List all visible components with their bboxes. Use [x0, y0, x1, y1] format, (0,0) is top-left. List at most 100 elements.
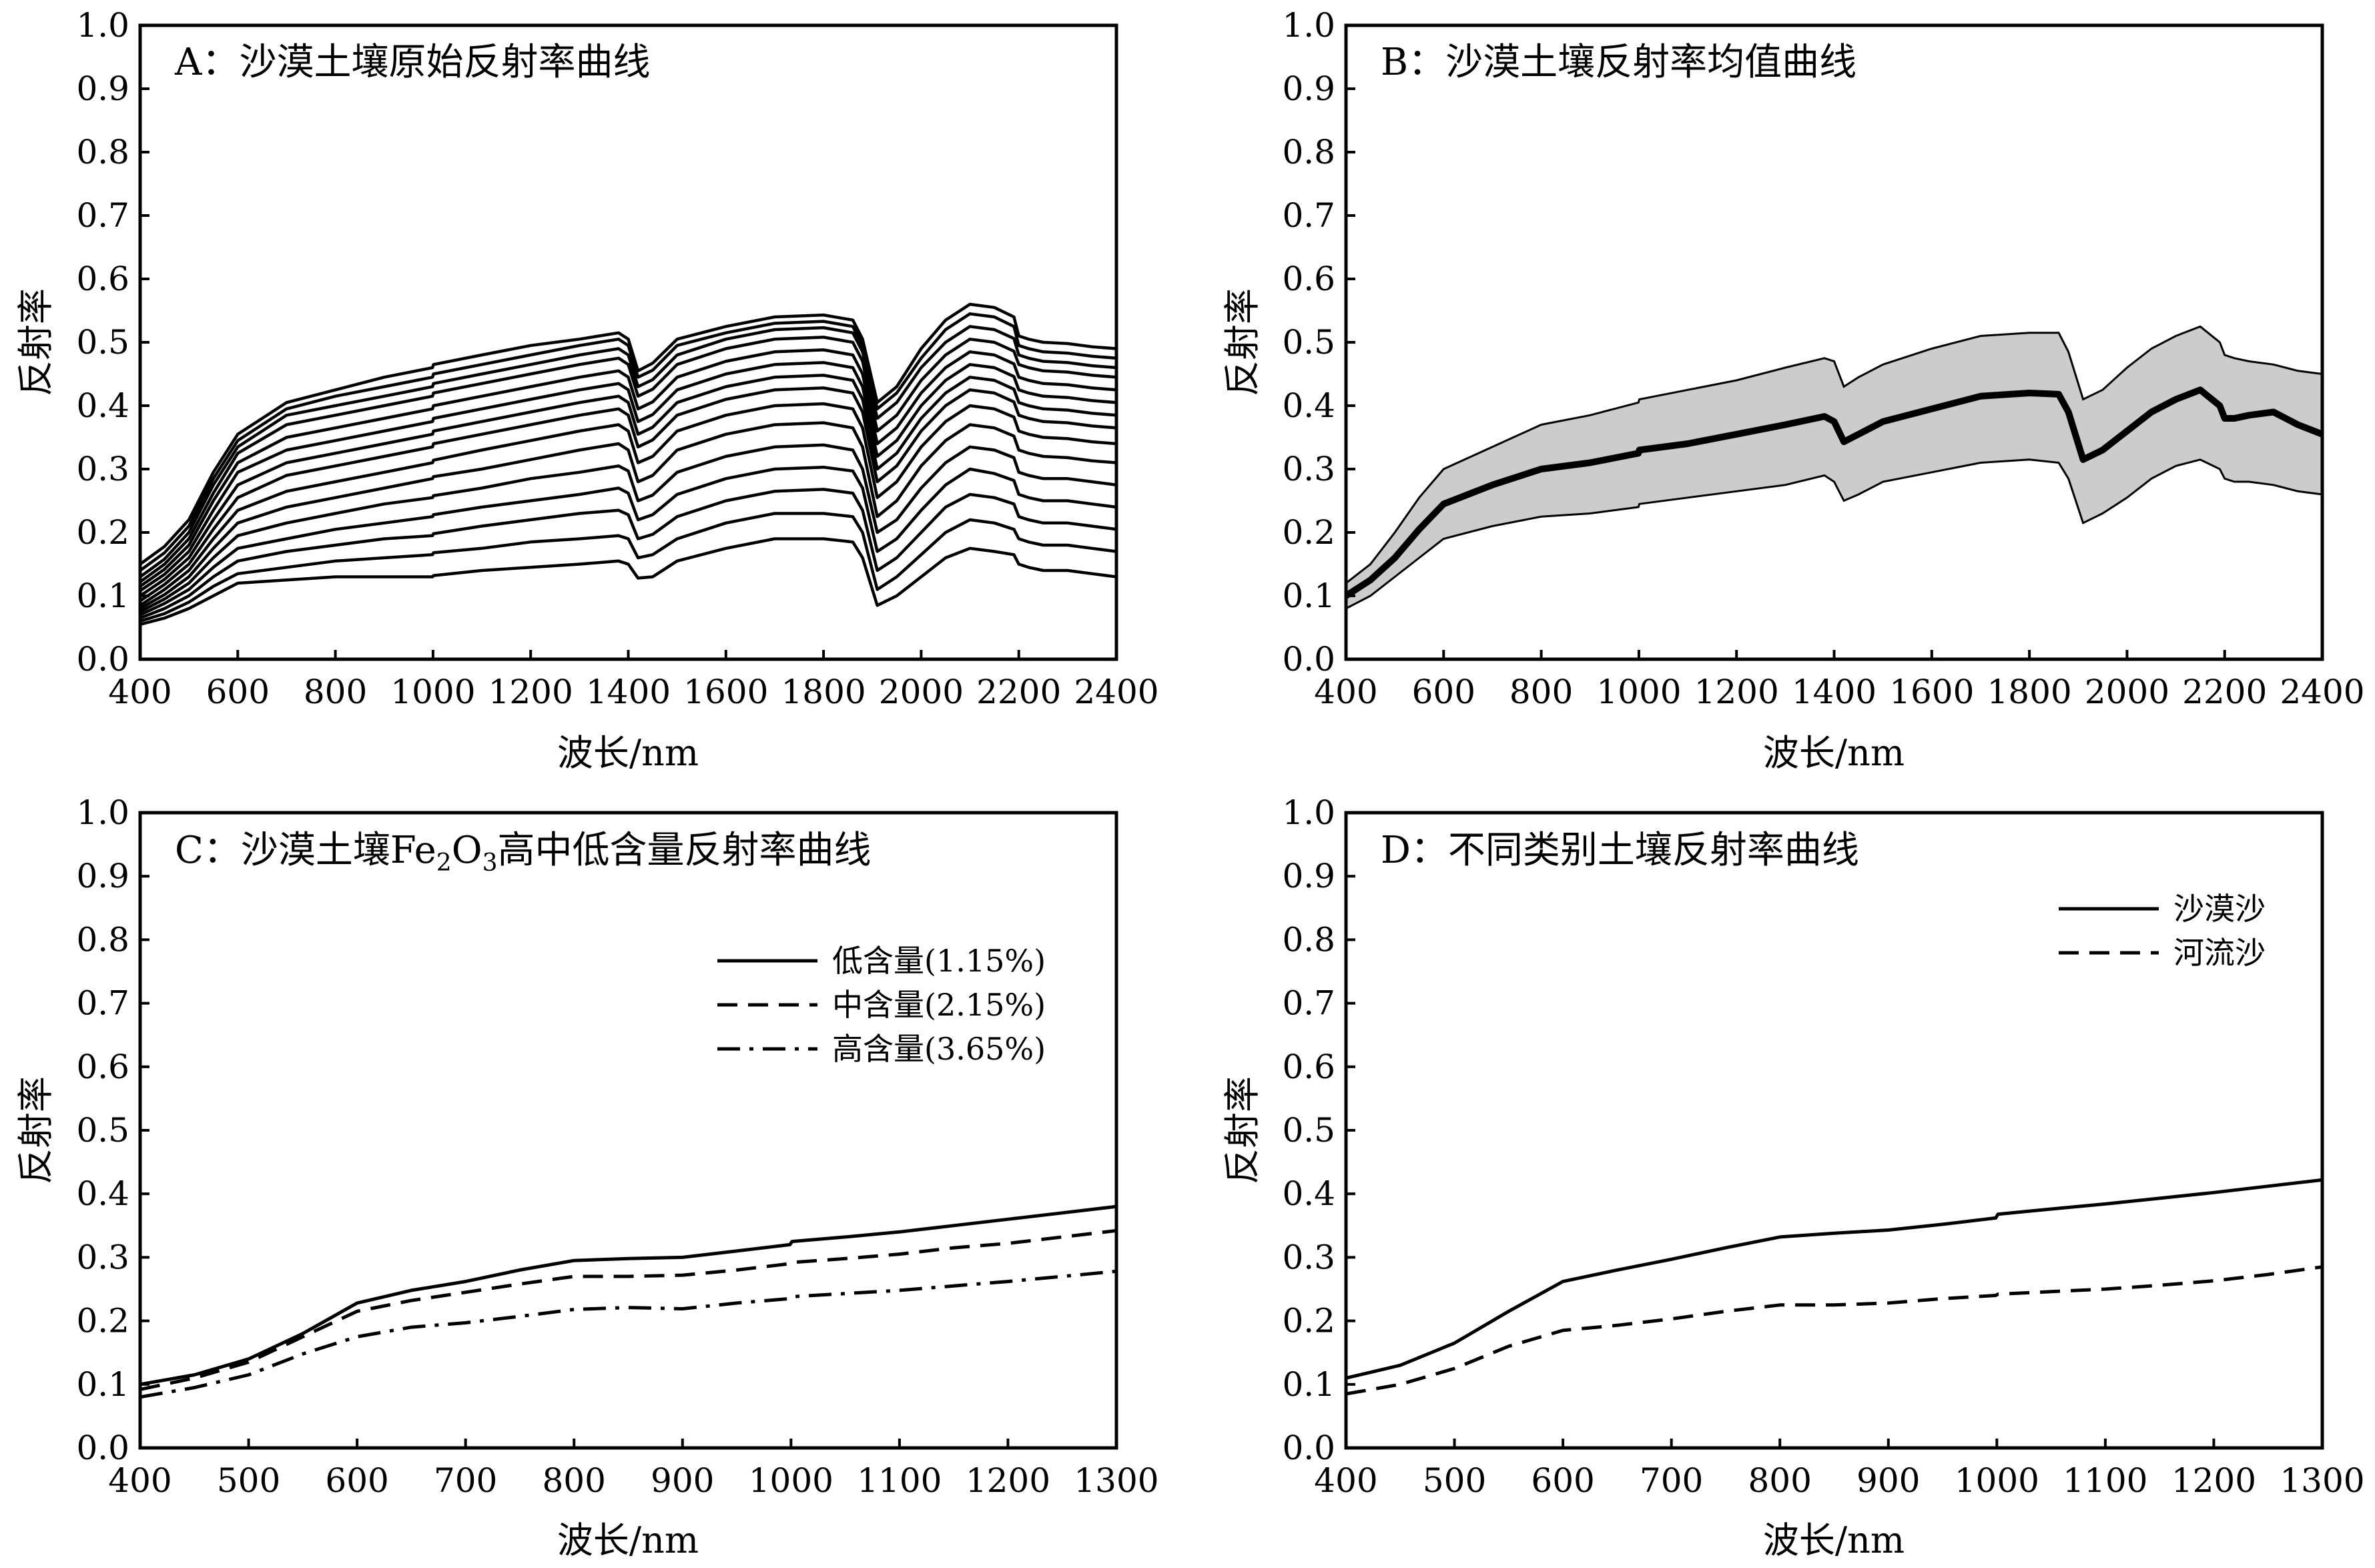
panel-a-title: A：沙漠土壤原始反射率曲线	[174, 41, 650, 84]
x-tick-label: 800	[543, 1461, 606, 1500]
y-tick-label: 0.9	[1282, 69, 1335, 108]
y-tick-label: 0.7	[76, 196, 129, 235]
y-tick-label: 1.0	[1282, 793, 1335, 832]
x-tick-label: 1000	[390, 673, 475, 711]
panel-d-marks	[1346, 1178, 2322, 1396]
legend-label: 中含量(2.15%)	[832, 987, 1046, 1023]
y-tick-label: 0.0	[1282, 1429, 1335, 1467]
panel-b-upper-line	[1346, 325, 2322, 584]
panel-a-ylabel: 反射率	[15, 288, 57, 396]
x-tick-label: 1800	[781, 673, 866, 711]
x-tick-label: 600	[1531, 1461, 1594, 1500]
panel-d-series-line	[1346, 1178, 2322, 1380]
panel-a-series-line	[140, 386, 1116, 603]
y-tick-label: 0.0	[1282, 640, 1335, 679]
panel-a-series-line	[140, 336, 1116, 583]
panel-c: 0.0 0.1 0.2 0.3 0.4 0.5 0.6 0.7 0.8 0.9 1.0 400 500 6…	[15, 793, 1159, 1561]
y-tick-label: 0.6	[76, 1048, 129, 1086]
x-tick-label: 500	[217, 1461, 280, 1500]
x-tick-label: 1000	[749, 1461, 833, 1500]
x-tick-label: 800	[1509, 673, 1573, 711]
y-tick-label: 0.6	[76, 260, 129, 298]
x-tick-label: 600	[325, 1461, 388, 1500]
y-tick-label: 0.3	[76, 450, 129, 488]
x-tick-label: 1600	[1889, 673, 1974, 711]
y-tick-label: 0.8	[76, 920, 129, 959]
x-tick-label: 700	[434, 1461, 497, 1500]
x-tick-label: 1100	[2063, 1461, 2147, 1500]
x-tick-label: 2000	[879, 673, 964, 711]
y-tick-label: 0.7	[76, 984, 129, 1023]
x-tick-label: 400	[1314, 673, 1377, 711]
y-tick-label: 0.5	[1282, 1111, 1335, 1150]
panel-a-series-line	[140, 361, 1116, 593]
panel-a-plot-area	[140, 302, 1116, 626]
panel-b-ticks: 0.0 0.1 0.2 0.3 0.4 0.5 0.6 0.7 0.8 0.9 1.0 400 600 8…	[1282, 6, 2364, 711]
y-tick-label: 1.0	[1282, 6, 1335, 45]
panel-c-title-pre: C：沙漠土壤Fe	[175, 829, 436, 872]
panel-a: 0.0 0.1 0.2 0.3 0.4 0.5 0.6 0.7 0.8 0.9 1.0 400 600 8…	[15, 6, 1159, 774]
panel-d-title: D：不同类别土壤反射率曲线	[1381, 829, 1859, 872]
x-tick-label: 2400	[1074, 673, 1158, 711]
y-tick-label: 0.1	[76, 1365, 129, 1404]
y-tick-label: 1.0	[76, 793, 129, 832]
legend-label: 高含量(3.65%)	[832, 1031, 1046, 1067]
x-tick-label: 1300	[1074, 1461, 1158, 1500]
panel-a-xlabel: 波长/nm	[557, 732, 699, 774]
panel-d-series-line	[1346, 1265, 2322, 1396]
x-tick-label: 1200	[488, 673, 573, 711]
panel-b-range-band	[1346, 326, 2322, 609]
panel-c-marks	[140, 1204, 1116, 1399]
panel-c-ticks: 0.0 0.1 0.2 0.3 0.4 0.5 0.6 0.7 0.8 0.9 1.0 400 500 6…	[76, 793, 1158, 1500]
y-tick-label: 0.2	[76, 1302, 129, 1340]
panel-c-series-line	[140, 1269, 1116, 1399]
x-tick-label: 1000	[1955, 1461, 2039, 1500]
panel-c-title-post: 高中低含量反射率曲线	[498, 829, 872, 872]
panel-a-series-line	[140, 312, 1116, 572]
panel-b-lower-line	[1346, 458, 2322, 610]
x-tick-label: 1300	[2280, 1461, 2364, 1500]
legend-label: 沙漠沙	[2173, 891, 2266, 927]
panel-a-series-line	[140, 374, 1116, 597]
panel-a-series-line	[140, 488, 1116, 620]
panel-c-series-line	[140, 1228, 1116, 1391]
panel-c-plot-area	[140, 1204, 1116, 1399]
y-tick-label: 0.1	[76, 576, 129, 615]
panel-b-ylabel: 反射率	[1221, 288, 1263, 396]
panel-a-series-line	[140, 512, 1116, 623]
panel-b-xlabel: 波长/nm	[1763, 732, 1905, 774]
panel-b-title: B：沙漠土壤反射率均值曲线	[1381, 41, 1856, 84]
y-tick-label: 0.5	[76, 323, 129, 362]
y-tick-label: 0.2	[76, 513, 129, 552]
panel-d-xlabel: 波长/nm	[1763, 1519, 1905, 1561]
x-tick-label: 1800	[1987, 673, 2071, 711]
y-tick-label: 0.0	[76, 640, 129, 679]
y-tick-label: 0.1	[1282, 576, 1335, 615]
panel-b-marks	[1346, 325, 2322, 610]
y-tick-label: 0.4	[1282, 1174, 1335, 1213]
y-tick-label: 0.5	[76, 1111, 129, 1150]
y-tick-label: 0.8	[76, 133, 129, 171]
x-tick-label: 2200	[976, 673, 1061, 711]
legend-label: 低含量(1.15%)	[832, 943, 1046, 979]
panel-d: 0.0 0.1 0.2 0.3 0.4 0.5 0.6 0.7 0.8 0.9 1.0 400 500 6…	[1221, 793, 2365, 1561]
x-tick-label: 500	[1423, 1461, 1486, 1500]
panel-b: 0.0 0.1 0.2 0.3 0.4 0.5 0.6 0.7 0.8 0.9 1.0 400 600 8…	[1221, 6, 2365, 774]
x-tick-label: 400	[108, 1461, 172, 1500]
panel-b-mean-line	[1346, 386, 2322, 599]
y-tick-label: 0.9	[76, 857, 129, 895]
panel-a-series-line	[140, 465, 1116, 617]
x-tick-label: 1000	[1596, 673, 1681, 711]
panel-c-ylabel: 反射率	[15, 1076, 57, 1184]
x-tick-label: 800	[304, 673, 367, 711]
x-tick-label: 2000	[2085, 673, 2169, 711]
x-tick-label: 1200	[966, 1461, 1050, 1500]
y-tick-label: 0.0	[76, 1429, 129, 1467]
y-tick-label: 0.3	[76, 1238, 129, 1276]
x-tick-label: 2400	[2280, 673, 2364, 711]
panel-d-ticks: 0.0 0.1 0.2 0.3 0.4 0.5 0.6 0.7 0.8 0.9 1.0 400 500 6…	[1282, 793, 2364, 1500]
y-tick-label: 0.2	[1282, 513, 1335, 552]
x-tick-label: 700	[1640, 1461, 1703, 1500]
